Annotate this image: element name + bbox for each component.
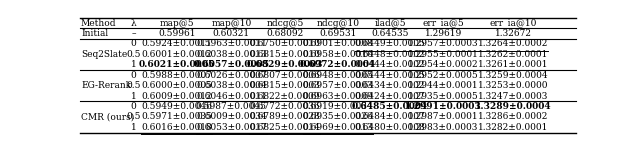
Text: 0.6963±0.0009: 0.6963±0.0009 xyxy=(303,92,373,101)
Text: ndcg@5: ndcg@5 xyxy=(266,19,303,28)
Text: 0.6972±0.0004: 0.6972±0.0004 xyxy=(300,60,376,69)
Text: 0.6016±0.0018: 0.6016±0.0018 xyxy=(141,123,212,132)
Text: map@5: map@5 xyxy=(159,19,194,28)
Text: 0.6448±0.0002: 0.6448±0.0002 xyxy=(355,50,426,59)
Text: 0.6444±0.0002: 0.6444±0.0002 xyxy=(355,60,426,69)
Text: err_ia@5: err_ia@5 xyxy=(422,18,465,28)
Text: 0.6957±0.0003: 0.6957±0.0003 xyxy=(303,81,373,90)
Text: err_ia@10: err_ia@10 xyxy=(490,18,537,28)
Text: 0.5924±0.0011: 0.5924±0.0011 xyxy=(141,39,212,48)
Text: 1.29619: 1.29619 xyxy=(425,29,462,38)
Text: 0.6484±0.0007: 0.6484±0.0007 xyxy=(355,112,426,121)
Text: 0.6822±0.0009: 0.6822±0.0009 xyxy=(250,92,320,101)
Text: 0.6901±0.0008: 0.6901±0.0008 xyxy=(303,39,373,48)
Text: 0.5971±0.0035: 0.5971±0.0035 xyxy=(141,112,212,121)
Text: Initial: Initial xyxy=(81,29,108,38)
Text: 1.2991±0.0003: 1.2991±0.0003 xyxy=(405,102,482,111)
Text: 0.69531: 0.69531 xyxy=(319,29,356,38)
Text: 0: 0 xyxy=(131,71,136,80)
Text: 0.5: 0.5 xyxy=(126,112,141,121)
Text: 0.6038±0.0004: 0.6038±0.0004 xyxy=(196,81,267,90)
Text: 1: 1 xyxy=(131,60,136,69)
Text: 1.3261±0.0001: 1.3261±0.0001 xyxy=(477,60,548,69)
Text: 0.64535: 0.64535 xyxy=(371,29,409,38)
Text: CMR (ours): CMR (ours) xyxy=(81,112,134,121)
Text: 0.6825±0.0014: 0.6825±0.0014 xyxy=(250,123,320,132)
Text: Method: Method xyxy=(81,19,116,28)
Text: 1.2935±0.0005: 1.2935±0.0005 xyxy=(408,92,479,101)
Text: λ: λ xyxy=(131,19,136,28)
Text: 1.32672: 1.32672 xyxy=(495,29,531,38)
Text: 1.2952±0.0005: 1.2952±0.0005 xyxy=(408,71,479,80)
Text: 0.6750±0.0010: 0.6750±0.0010 xyxy=(250,39,320,48)
Text: 0.6009±0.0012: 0.6009±0.0012 xyxy=(141,92,212,101)
Text: 1: 1 xyxy=(131,123,136,132)
Text: ilad@5: ilad@5 xyxy=(374,19,406,28)
Text: 1.3253±0.0000: 1.3253±0.0000 xyxy=(477,81,548,90)
Text: 0.6021±0.0005: 0.6021±0.0005 xyxy=(139,60,215,69)
Text: 0.68092: 0.68092 xyxy=(266,29,303,38)
Text: 1.3247±0.0003: 1.3247±0.0003 xyxy=(478,92,548,101)
Text: 0.5963±0.0011: 0.5963±0.0011 xyxy=(196,39,267,48)
Text: 0.6958±0.0010: 0.6958±0.0010 xyxy=(303,50,373,59)
Text: 1.3264±0.0002: 1.3264±0.0002 xyxy=(478,39,548,48)
Text: 0.5949±0.0046: 0.5949±0.0046 xyxy=(141,102,212,111)
Text: 1.2955±0.0001: 1.2955±0.0001 xyxy=(408,50,479,59)
Text: 0.6807±0.0006: 0.6807±0.0006 xyxy=(250,71,320,80)
Text: –: – xyxy=(131,29,136,38)
Text: 0.6969±0.0013: 0.6969±0.0013 xyxy=(303,123,373,132)
Text: 0.60321: 0.60321 xyxy=(212,29,250,38)
Text: 0.6772±0.0036: 0.6772±0.0036 xyxy=(250,102,320,111)
Text: 0.6434±0.0002: 0.6434±0.0002 xyxy=(355,81,425,90)
Text: 0.6919±0.0034: 0.6919±0.0034 xyxy=(303,102,373,111)
Text: map@10: map@10 xyxy=(211,19,252,28)
Text: 0.6948±0.0005: 0.6948±0.0005 xyxy=(303,71,373,80)
Text: 1.3286±0.0002: 1.3286±0.0002 xyxy=(478,112,548,121)
Text: 0.6935±0.0026: 0.6935±0.0026 xyxy=(303,112,373,121)
Text: 1.3262±0.0001: 1.3262±0.0001 xyxy=(478,50,548,59)
Text: 0.6815±0.0003: 0.6815±0.0003 xyxy=(250,81,320,90)
Text: 1.2954±0.0002: 1.2954±0.0002 xyxy=(408,60,479,69)
Text: 0.6000±0.0005: 0.6000±0.0005 xyxy=(141,81,212,90)
Text: 0.6789±0.0028: 0.6789±0.0028 xyxy=(250,112,320,121)
Text: 1.3259±0.0004: 1.3259±0.0004 xyxy=(477,71,548,80)
Text: 0.6485±0.0004: 0.6485±0.0004 xyxy=(352,102,428,111)
Text: 1: 1 xyxy=(131,92,136,101)
Text: ndcg@10: ndcg@10 xyxy=(316,19,360,28)
Text: 0.5988±0.0007: 0.5988±0.0007 xyxy=(141,71,212,80)
Text: 0.5987±0.0045: 0.5987±0.0045 xyxy=(196,102,267,111)
Text: 0: 0 xyxy=(131,39,136,48)
Text: 0.5: 0.5 xyxy=(126,50,141,59)
Text: 0.6424±0.0007: 0.6424±0.0007 xyxy=(355,92,426,101)
Text: 1.2944±0.0001: 1.2944±0.0001 xyxy=(408,81,479,90)
Text: Seq2Slate: Seq2Slate xyxy=(81,50,127,59)
Text: 1.3289±0.0004: 1.3289±0.0004 xyxy=(475,102,551,111)
Text: 0.6026±0.0007: 0.6026±0.0007 xyxy=(196,71,267,80)
Text: EG-Rerank: EG-Rerank xyxy=(81,81,131,90)
Text: 1.3282±0.0001: 1.3282±0.0001 xyxy=(478,123,548,132)
Text: 0.6053±0.0017: 0.6053±0.0017 xyxy=(196,123,267,132)
Text: 0.6815±0.0010: 0.6815±0.0010 xyxy=(250,50,320,59)
Text: 0.6449±0.0005: 0.6449±0.0005 xyxy=(355,39,426,48)
Text: 0.5: 0.5 xyxy=(126,81,141,90)
Text: 0.6480±0.0008: 0.6480±0.0008 xyxy=(355,123,426,132)
Text: 0.6009±0.0034: 0.6009±0.0034 xyxy=(196,112,267,121)
Text: 0.6057±0.0005: 0.6057±0.0005 xyxy=(193,60,269,69)
Text: 0.59961: 0.59961 xyxy=(158,29,195,38)
Text: 1.2983±0.0003: 1.2983±0.0003 xyxy=(408,123,479,132)
Text: 0: 0 xyxy=(131,102,136,111)
Text: 0.6444±0.0005: 0.6444±0.0005 xyxy=(355,71,426,80)
Text: 0.6038±0.0013: 0.6038±0.0013 xyxy=(196,50,266,59)
Text: 0.6829±0.0003: 0.6829±0.0003 xyxy=(246,60,323,69)
Text: 0.6046±0.0011: 0.6046±0.0011 xyxy=(196,92,267,101)
Text: 0.6001±0.0012: 0.6001±0.0012 xyxy=(141,50,212,59)
Text: 1.2957±0.0003: 1.2957±0.0003 xyxy=(408,39,479,48)
Text: 1.2987±0.0001: 1.2987±0.0001 xyxy=(408,112,479,121)
